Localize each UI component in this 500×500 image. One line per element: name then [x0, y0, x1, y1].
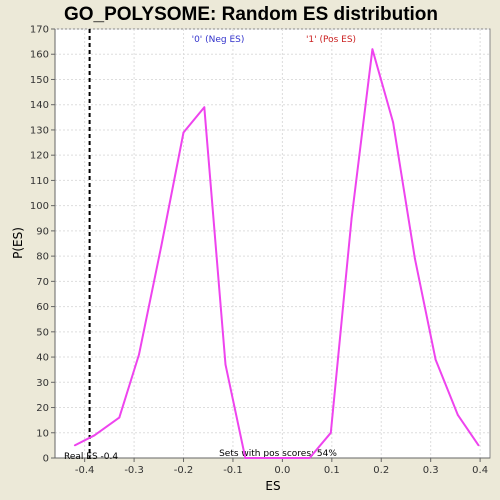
data-point: [73, 444, 76, 447]
y-tick-label: 80: [36, 252, 49, 263]
pos-es-label: '1' (Pos ES): [306, 35, 356, 45]
y-tick-label: 90: [36, 226, 49, 237]
y-tick-label: 140: [30, 100, 49, 111]
y-axis-label: P(ES): [11, 227, 25, 259]
x-tick-label: 0.2: [373, 465, 389, 476]
y-tick-label: 40: [36, 353, 49, 364]
sets-pos-scores-label: Sets with pos scores: 54%: [219, 449, 337, 459]
data-point: [392, 121, 395, 124]
y-tick-label: 100: [30, 201, 49, 212]
data-point: [456, 414, 459, 416]
data-point: [350, 217, 353, 220]
data-point: [477, 444, 480, 447]
axes: 0 10 20 30 40 50 60 70 80 90 100 110 120 130 140 150 160…: [30, 25, 490, 476]
x-tick-label: -0.3: [124, 465, 144, 476]
x-tick-label: 0.4: [472, 465, 488, 476]
y-tick-label: 110: [30, 176, 49, 187]
series-line: [74, 48, 480, 459]
x-tick-label: -0.1: [223, 465, 243, 476]
data-point: [244, 457, 247, 459]
data-point: [329, 431, 332, 434]
y-tick-label: 170: [30, 25, 49, 36]
y-tick-label: 0: [43, 454, 49, 465]
y-tick-label: 50: [36, 327, 49, 338]
y-tick-label: 20: [36, 403, 49, 414]
chart-title: GO_POLYSOME: Random ES distribution: [64, 4, 438, 25]
data-point: [434, 358, 437, 361]
y-tick-label: 120: [30, 151, 49, 162]
x-tick-label: 0.0: [274, 465, 290, 476]
y-tick-label: 10: [36, 428, 49, 439]
data-point: [308, 457, 311, 459]
x-axis-label: ES: [265, 479, 280, 493]
y-tick-label: 160: [30, 50, 49, 61]
y-tick-label: 70: [36, 277, 49, 288]
x-tick-label: 0.1: [324, 465, 340, 476]
x-tick-label: 0.3: [423, 465, 439, 476]
data-point: [286, 457, 289, 459]
data-point: [413, 257, 416, 260]
data-point: [118, 416, 121, 419]
grid: [55, 28, 490, 459]
data-point: [182, 131, 185, 134]
x-tick-label: -0.2: [174, 465, 194, 476]
data-point: [203, 106, 206, 109]
data-point: [266, 457, 269, 459]
y-tick-label: 150: [30, 75, 49, 86]
real-es-label: Real ES -0.4: [64, 452, 118, 462]
series: [73, 29, 480, 459]
x-tick-label: -0.4: [75, 465, 95, 476]
data-point: [138, 353, 140, 356]
data-point: [371, 48, 374, 51]
neg-es-label: '0' (Neg ES): [192, 35, 245, 45]
y-tick-label: 60: [36, 302, 49, 313]
y-tick-label: 130: [30, 125, 49, 136]
annotations: '0' (Neg ES) '1' (Pos ES) Sets with pos …: [64, 35, 356, 462]
data-point: [224, 363, 227, 366]
data-point: [93, 434, 96, 437]
plot-area: [54, 28, 491, 459]
y-tick-label: 30: [36, 378, 49, 389]
data-point: [160, 245, 163, 247]
